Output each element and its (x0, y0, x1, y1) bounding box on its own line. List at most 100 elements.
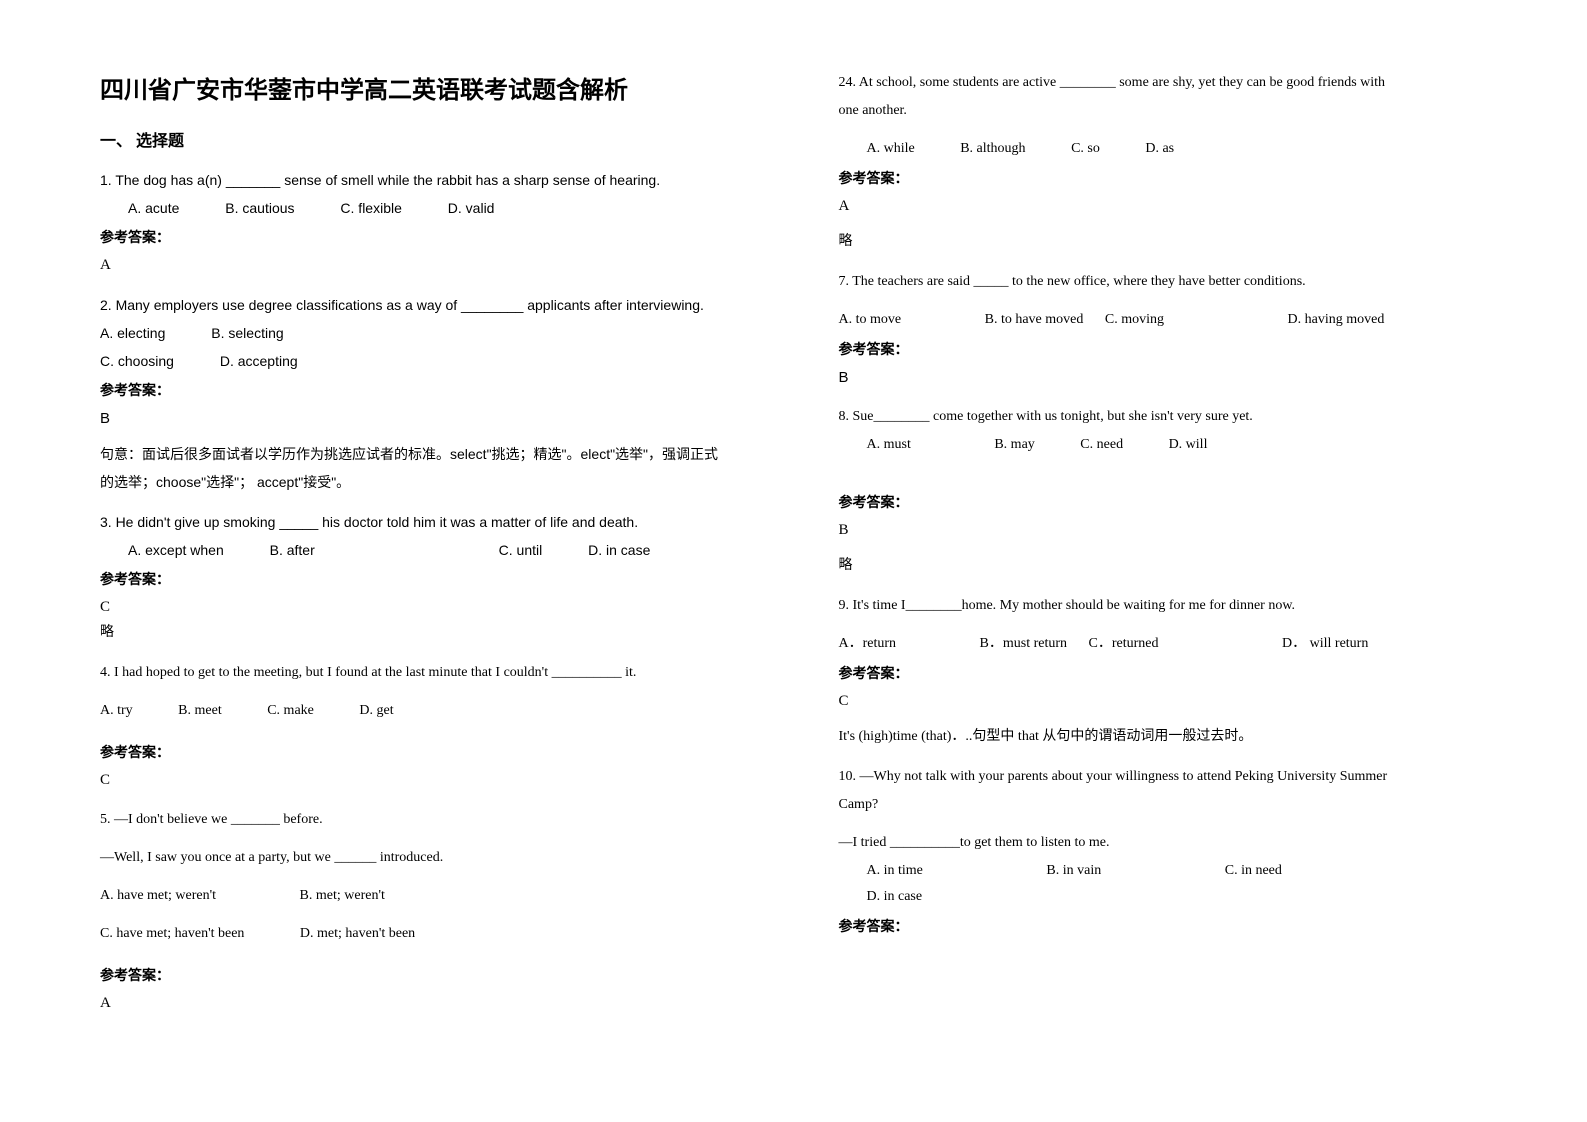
question-options-row2: C. have met; haven't been D. met; haven'… (100, 921, 759, 947)
question-3: 3. He didn't give up smoking _____ his d… (100, 509, 759, 656)
option-a: A. acute (128, 195, 179, 221)
question-1: 1. The dog has a(n) _______ sense of sme… (100, 167, 759, 288)
explanation-line: It's (high)time (that)．..句型中 that 从句中的谓语… (839, 724, 1498, 750)
answer-value: C (100, 772, 759, 789)
option-a: A. except when (128, 537, 224, 563)
question-text: 7. The teachers are said _____ to the ne… (839, 269, 1498, 295)
question-options: A. to move B. to have moved C. moving D.… (839, 307, 1498, 333)
option-d: D. will (1169, 432, 1208, 458)
answer-label: 参考答案： (100, 380, 759, 400)
option-b: B. meet (178, 698, 222, 724)
question-5: 5. —I don't believe we _______ before. —… (100, 807, 759, 1026)
answer-value: B (100, 410, 759, 427)
explanation-line: 略 (839, 553, 1498, 579)
question-line1: 5. —I don't believe we _______ before. (100, 807, 759, 833)
answer-label: 参考答案： (839, 339, 1498, 359)
answer-value: C (100, 599, 759, 616)
question-text: 2. Many employers use degree classificat… (100, 292, 759, 318)
question-options-row2: C. choosing D. accepting (100, 348, 759, 374)
section-heading: 一、 选择题 (100, 127, 759, 151)
question-text: 9. It's time I________home. My mother sh… (839, 593, 1498, 619)
answer-label: 参考答案： (839, 492, 1498, 512)
explanation-line: 略 (100, 620, 759, 646)
question-line3: —I tried __________to get them to listen… (839, 830, 1498, 856)
question-options: A. in time B. in vain C. in need D. in c… (839, 858, 1498, 910)
option-b: B. in vain (1046, 858, 1101, 884)
option-c: C. make (267, 698, 314, 724)
answer-label: 参考答案： (100, 742, 759, 762)
question-options-row1: A. electing B. selecting (100, 320, 759, 346)
option-a: A. must (867, 432, 911, 458)
answer-value: C (839, 693, 1498, 710)
question-text: 3. He didn't give up smoking _____ his d… (100, 509, 759, 535)
question-text: one another. (839, 98, 1498, 124)
explanation-line: 略 (839, 229, 1498, 255)
answer-value: A (839, 198, 1498, 215)
option-c: C. have met; haven't been (100, 921, 244, 947)
option-a: A. electing (100, 320, 165, 346)
question-options: A．return B．must return C．returned D． wil… (839, 631, 1498, 657)
explanation-line: 的选举；choose"选择"； accept"接受"。 (100, 469, 759, 495)
option-d: D. in case (588, 537, 650, 563)
option-b: B．must return (980, 631, 1068, 657)
question-line2: —Well, I saw you once at a party, but we… (100, 845, 759, 871)
option-c: C. flexible (340, 195, 401, 221)
option-a: A. while (867, 136, 915, 162)
question-options: A. while B. although C. so D. as (839, 136, 1498, 162)
question-4: 4. I had hoped to get to the meeting, bu… (100, 660, 759, 803)
option-b: B. although (960, 136, 1025, 162)
answer-label: 参考答案： (100, 569, 759, 589)
option-d: D. accepting (220, 348, 298, 374)
option-c: C. need (1080, 432, 1123, 458)
option-b: B. selecting (211, 320, 283, 346)
answer-value: A (100, 995, 759, 1012)
question-text: 24. At school, some students are active … (839, 70, 1498, 96)
option-b: B. cautious (225, 195, 294, 221)
question-options-row1: A. have met; weren't B. met; weren't (100, 883, 759, 909)
left-column: 四川省广安市华蓥市中学高二英语联考试题含解析 一、 选择题 1. The dog… (100, 70, 799, 1082)
option-c: C．returned (1089, 631, 1159, 657)
option-c: C. moving (1105, 307, 1164, 333)
option-c: C. so (1071, 136, 1100, 162)
option-b: B. met; weren't (300, 883, 385, 909)
question-text: 4. I had hoped to get to the meeting, bu… (100, 660, 759, 686)
question-text: 1. The dog has a(n) _______ sense of sme… (100, 167, 759, 193)
question-10: 10. —Why not talk with your parents abou… (839, 764, 1498, 942)
question-24: 24. At school, some students are active … (839, 70, 1498, 265)
option-d: D. in case (867, 884, 923, 910)
answer-value: B (839, 369, 1498, 386)
answer-label: 参考答案： (839, 168, 1498, 188)
option-a: A．return (839, 631, 897, 657)
question-9: 9. It's time I________home. My mother sh… (839, 593, 1498, 760)
answer-value: B (839, 522, 1498, 539)
option-d: D． will return (1282, 631, 1368, 657)
answer-label: 参考答案： (839, 663, 1498, 683)
option-a: A. in time (867, 858, 923, 884)
option-c: C. in need (1225, 858, 1282, 884)
option-d: D. as (1145, 136, 1174, 162)
question-options: A. acute B. cautious C. flexible D. vali… (100, 195, 759, 221)
question-line2: Camp? (839, 792, 1498, 818)
page-title: 四川省广安市华蓥市中学高二英语联考试题含解析 (100, 70, 759, 105)
option-a: A. to move (839, 307, 902, 333)
option-a: A. have met; weren't (100, 883, 216, 909)
question-text: 8. Sue________ come together with us ton… (839, 404, 1498, 430)
explanation-line: 句意：面试后很多面试者以学历作为挑选应试者的标准。select"挑选；精选"。e… (100, 441, 759, 467)
option-d: D. met; haven't been (300, 921, 415, 947)
question-options: A. except when B. after C. until D. in c… (100, 537, 759, 563)
option-c: C. until (499, 537, 543, 563)
option-d: D. having moved (1288, 307, 1385, 333)
right-column: 24. At school, some students are active … (799, 70, 1498, 1082)
option-d: D. get (359, 698, 393, 724)
option-b: B. may (994, 432, 1034, 458)
question-line1: 10. —Why not talk with your parents abou… (839, 764, 1498, 790)
answer-label: 参考答案： (100, 227, 759, 247)
question-options: A. try B. meet C. make D. get (100, 698, 759, 724)
option-d: D. valid (448, 195, 495, 221)
answer-label: 参考答案： (100, 965, 759, 985)
answer-value: A (100, 257, 759, 274)
page: 四川省广安市华蓥市中学高二英语联考试题含解析 一、 选择题 1. The dog… (0, 0, 1587, 1122)
option-b: B. to have moved (985, 307, 1084, 333)
option-a: A. try (100, 698, 133, 724)
question-8: 8. Sue________ come together with us ton… (839, 404, 1498, 589)
